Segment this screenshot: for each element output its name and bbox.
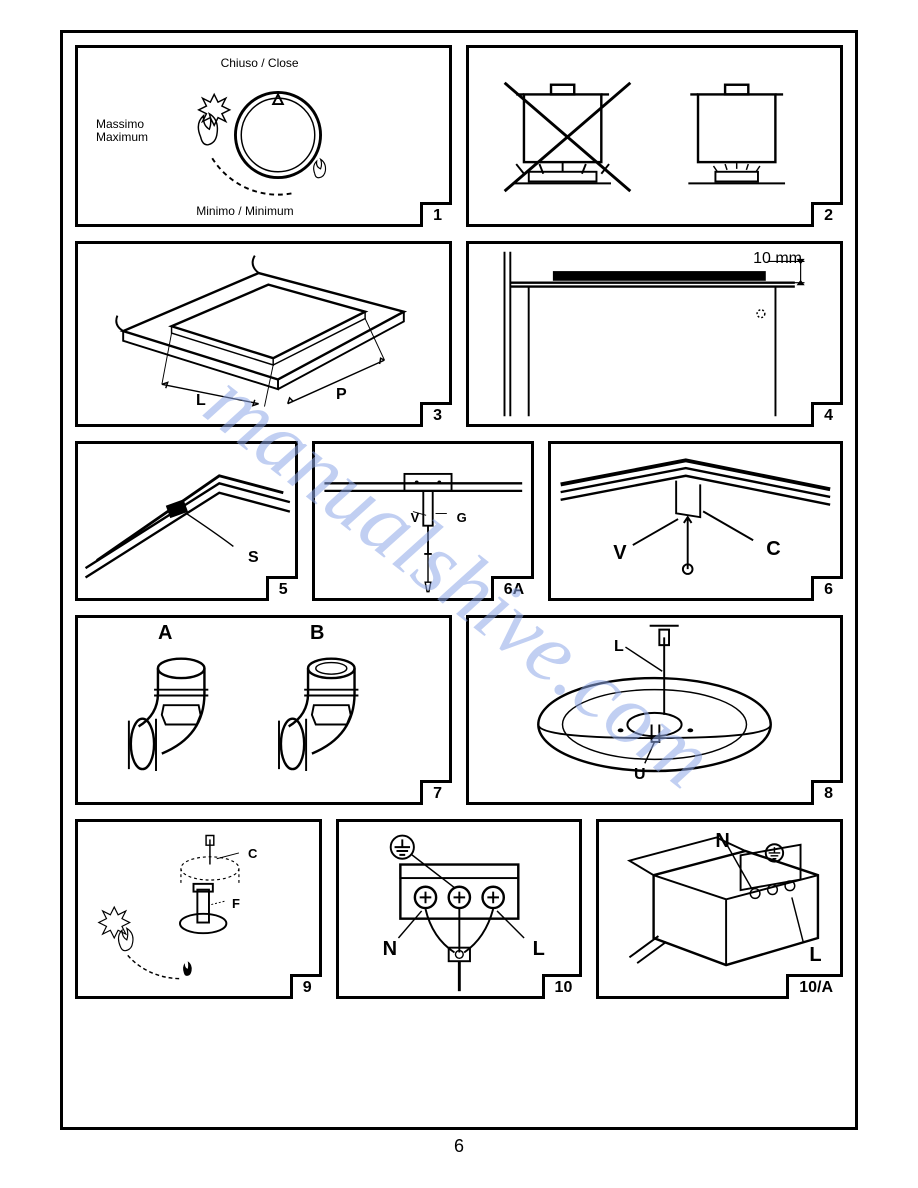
panel-9: C F 9 — [75, 819, 322, 999]
label-S: S — [248, 549, 259, 567]
label-L: L — [196, 392, 206, 410]
elbow-fittings — [78, 618, 449, 802]
panel-number-10: 10 — [542, 974, 583, 999]
panel-4: 10 mm 4 — [466, 241, 843, 427]
label-A-7: A — [158, 622, 172, 645]
page-number: 6 — [60, 1136, 858, 1157]
label-max-1: Massimo — [96, 117, 144, 131]
panel-number-3: 3 — [420, 402, 452, 427]
panel-1: Chiuso / Close Massimo Maximum Minimo / … — [75, 45, 452, 227]
panel-5: S 5 — [75, 441, 298, 601]
label-C-6: C — [766, 538, 780, 561]
install-diagram — [469, 244, 840, 424]
panel-number-10a: 10/A — [786, 974, 843, 999]
burner-diagram — [469, 618, 840, 802]
label-G-6a: G — [457, 510, 467, 525]
panel-6a: V G 6A — [312, 441, 535, 601]
panel-10a: N L 10/A — [596, 819, 843, 999]
terminal-diagram — [339, 822, 580, 996]
label-F-9: F — [232, 896, 240, 911]
label-B-7: B — [310, 622, 324, 645]
panel-number-5: 5 — [266, 576, 298, 601]
panel-2: 2 — [466, 45, 843, 227]
cutout-diagram — [78, 244, 449, 424]
panel-number-9: 9 — [290, 974, 322, 999]
label-C-9: C — [248, 846, 257, 861]
panel-number-4: 4 — [811, 402, 843, 427]
panel-3: L P 3 — [75, 241, 452, 427]
clamp-diagram-a — [315, 444, 532, 598]
row-1: Chiuso / Close Massimo Maximum Minimo / … — [75, 45, 843, 227]
valve-diagram — [78, 822, 319, 996]
panel-number-8: 8 — [811, 780, 843, 805]
label-V-6: V — [613, 542, 626, 565]
label-L-8: L — [614, 638, 624, 656]
panel-number-6: 6 — [811, 576, 843, 601]
label-U-8: U — [634, 766, 646, 784]
panel-number-7: 7 — [420, 780, 452, 805]
row-5: C F 9 — [75, 819, 843, 999]
seal-diagram — [78, 444, 295, 598]
panel-8: L U 8 — [466, 615, 843, 805]
panel-6: V C 6 — [548, 441, 843, 601]
label-close: Chiuso / Close — [221, 56, 299, 70]
page-frame: manualshive.com Chiuso / Close Massimo M… — [60, 30, 858, 1130]
row-2: L P 3 10 mm 4 — [75, 241, 843, 427]
clamp-diagram — [551, 444, 840, 598]
row-4: A B — [75, 615, 843, 805]
pot-diagram — [469, 48, 840, 224]
row-3: S 5 V G 6A — [75, 441, 843, 601]
panel-number-6a: 6A — [491, 576, 534, 601]
label-max-2: Maximum — [96, 130, 148, 144]
label-N-10a: N — [715, 830, 729, 853]
label-N-10: N — [383, 938, 397, 961]
panel-number-2: 2 — [811, 202, 843, 227]
label-V-6a: V — [411, 510, 420, 525]
label-min: Minimo / Minimum — [196, 204, 293, 218]
label-P: P — [336, 386, 347, 404]
panel-10: N L 10 — [336, 819, 583, 999]
label-L-10: L — [533, 938, 545, 961]
panel-7: A B — [75, 615, 452, 805]
label-L-10a: L — [809, 944, 821, 967]
panel-number-1: 1 — [420, 202, 452, 227]
label-max: Massimo Maximum — [96, 118, 148, 144]
label-10mm: 10 mm — [753, 250, 802, 268]
